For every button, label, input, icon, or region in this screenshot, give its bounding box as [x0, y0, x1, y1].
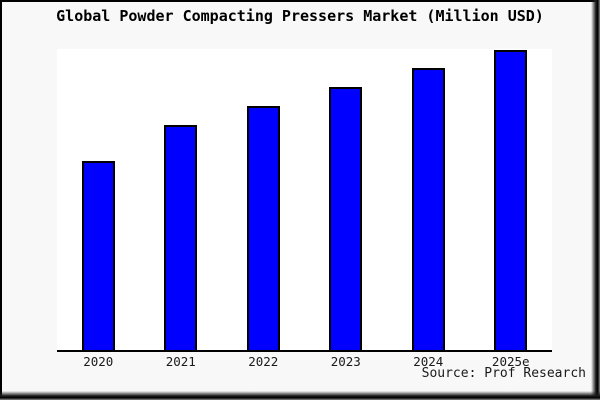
frame-border-bottom — [0, 391, 600, 400]
plot-area — [57, 49, 552, 352]
source-credit: Source: Prof Research — [421, 366, 586, 381]
x-axis-label-2024: 2024 — [413, 354, 444, 369]
bar-2020 — [81, 161, 115, 350]
frame-border-right — [591, 0, 600, 400]
bar-slot — [222, 49, 305, 350]
x-axis-labels: 2020 2021 2022 2023 2024 2025e — [57, 354, 552, 369]
bar-slot — [305, 49, 388, 350]
bar-slot — [470, 49, 553, 350]
x-axis-label-2025e: 2025e — [491, 354, 530, 369]
x-axis-label-2022: 2022 — [248, 354, 279, 369]
frame-border-left — [0, 0, 2, 400]
chart-title: Global Powder Compacting Pressers Market… — [56, 7, 544, 25]
x-axis-label-2023: 2023 — [330, 354, 361, 369]
bar-slot — [57, 49, 140, 350]
bar-2021 — [164, 125, 198, 350]
frame-border-top — [0, 0, 600, 2]
bar-2025e — [494, 50, 528, 350]
bars-container — [57, 49, 552, 350]
bar-2024 — [411, 68, 445, 350]
x-axis-label-2021: 2021 — [165, 354, 196, 369]
bar-2022 — [246, 106, 280, 350]
bar-slot — [387, 49, 470, 350]
bar-slot — [140, 49, 223, 350]
bar-2023 — [329, 87, 363, 350]
x-axis-label-2020: 2020 — [83, 354, 114, 369]
